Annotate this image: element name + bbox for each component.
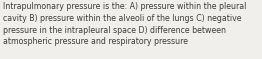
Text: Intrapulmonary pressure is the: A) pressure within the pleural
cavity B) pressur: Intrapulmonary pressure is the: A) press… <box>3 2 247 46</box>
